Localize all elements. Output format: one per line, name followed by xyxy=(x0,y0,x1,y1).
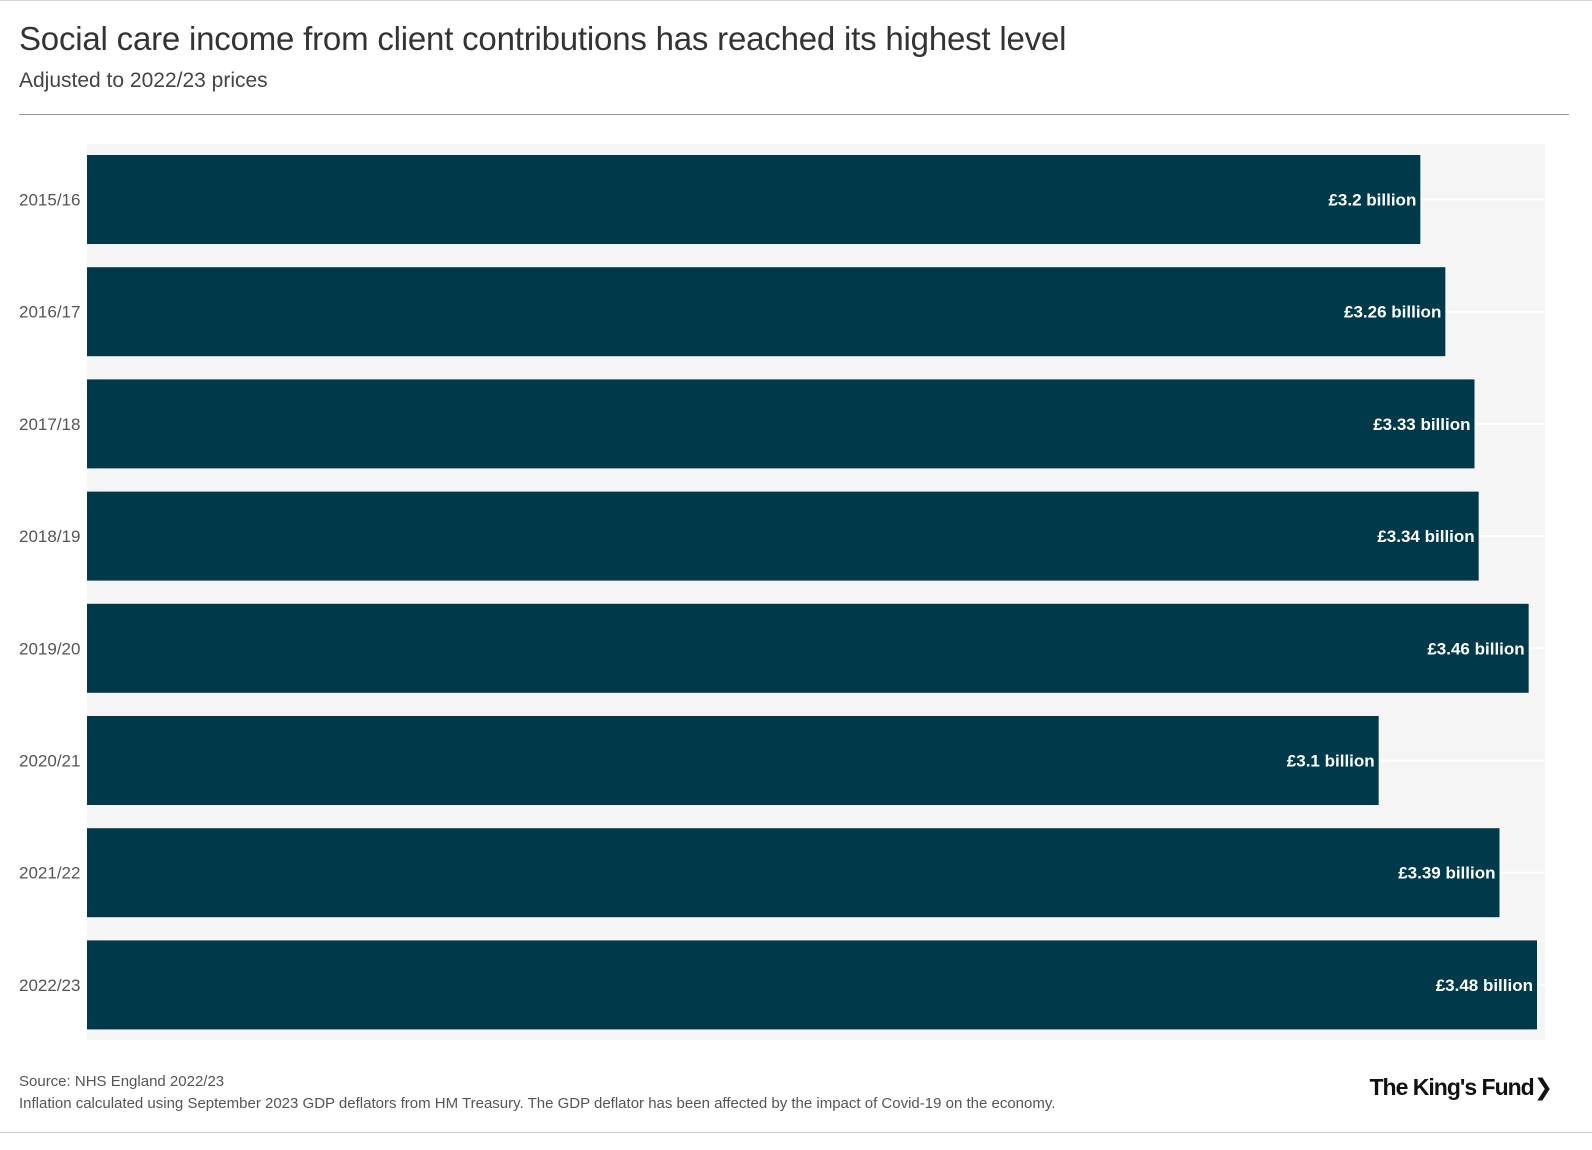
category-label: 2018/19 xyxy=(19,527,80,546)
methodology-note: Inflation calculated using September 202… xyxy=(19,1095,1056,1112)
bar-2019-20 xyxy=(87,603,1529,693)
source-note: Source: NHS England 2022/23 xyxy=(19,1073,225,1090)
bar-2021-22 xyxy=(87,828,1500,918)
bar-value-label: £3.33 billion xyxy=(1373,415,1470,434)
kings-fund-logo: The King's Fund❯ xyxy=(1369,1074,1553,1100)
header-divider xyxy=(19,114,1569,115)
bar-value-label: £3.48 billion xyxy=(1436,976,1533,995)
category-label: 2016/17 xyxy=(19,303,80,322)
bar-value-label: £3.1 billion xyxy=(1287,752,1375,771)
bar-2018-19 xyxy=(87,491,1479,581)
category-label: 2015/16 xyxy=(19,191,80,210)
category-label: 2020/21 xyxy=(19,752,80,771)
bar-value-label: £3.2 billion xyxy=(1328,191,1416,210)
category-label: 2022/23 xyxy=(19,976,80,995)
bar-2020-21 xyxy=(87,716,1379,805)
bar-value-label: £3.26 billion xyxy=(1344,303,1441,322)
bar-2015-16 xyxy=(87,155,1421,244)
bar-value-label: £3.46 billion xyxy=(1427,639,1524,658)
chart-subtitle: Adjusted to 2022/23 prices xyxy=(19,69,268,92)
category-label: 2021/22 xyxy=(19,864,80,883)
chart-title: Social care income from client contribut… xyxy=(19,20,1067,57)
bar-value-label: £3.34 billion xyxy=(1377,527,1474,546)
bar-2022-23 xyxy=(87,940,1537,1030)
top-rule xyxy=(0,0,1592,1)
bottom-rule xyxy=(0,1132,1592,1133)
category-label: 2019/20 xyxy=(19,639,80,658)
bar-value-label: £3.39 billion xyxy=(1398,864,1495,883)
category-label: 2017/18 xyxy=(19,415,80,434)
bar-2016-17 xyxy=(87,267,1446,357)
bar-2017-18 xyxy=(87,379,1475,469)
